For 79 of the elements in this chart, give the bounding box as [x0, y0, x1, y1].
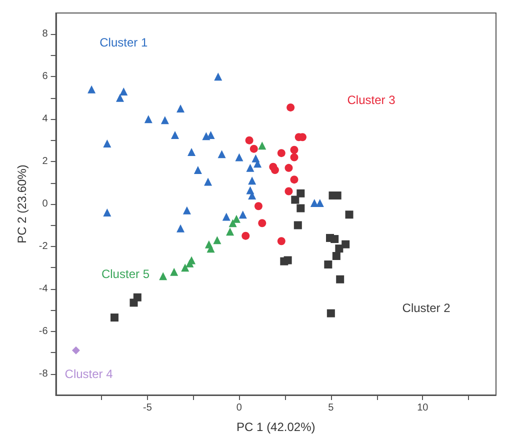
point	[290, 146, 298, 154]
point	[335, 244, 344, 253]
point	[170, 268, 178, 276]
y-tick-label: -2	[38, 240, 48, 252]
point	[246, 164, 254, 172]
point	[245, 136, 254, 144]
text: Cluster 2	[402, 300, 451, 315]
text: Cluster 3	[347, 93, 396, 108]
point	[330, 235, 339, 244]
x-axis-title: PC 1 (42.02%)	[236, 420, 316, 434]
point	[194, 166, 202, 174]
point	[286, 103, 295, 112]
y-tick-label: 2	[42, 156, 48, 168]
point	[284, 187, 293, 196]
point	[254, 202, 262, 210]
y-tick-label: -4	[38, 283, 48, 294]
point	[159, 272, 168, 280]
point	[277, 149, 286, 158]
series-label: Cluster 4	[64, 366, 114, 381]
point	[258, 142, 266, 150]
point	[332, 252, 340, 260]
point	[72, 346, 80, 354]
series-label: Cluster 5	[101, 267, 150, 282]
point	[294, 221, 302, 230]
point	[213, 236, 222, 244]
point	[204, 178, 212, 186]
point	[222, 212, 230, 221]
y-tick-label: 8	[42, 28, 48, 40]
point	[182, 206, 191, 214]
point	[144, 115, 152, 124]
x-tick-label: 0	[236, 402, 242, 414]
point	[226, 228, 234, 236]
x-tick-label: 10	[417, 402, 429, 414]
point	[250, 144, 258, 153]
point	[324, 260, 332, 268]
point	[186, 259, 194, 268]
point	[116, 94, 124, 102]
point	[258, 219, 266, 228]
point	[171, 131, 180, 140]
point	[176, 224, 185, 232]
point	[284, 164, 293, 172]
point	[291, 196, 300, 204]
y-tick-label: -6	[38, 326, 48, 337]
point	[160, 116, 169, 124]
y-tick-label: 6	[42, 71, 48, 82]
y-tick-label: -8	[38, 368, 48, 380]
x-tick-label: 5	[328, 402, 334, 414]
point	[110, 314, 118, 322]
point	[120, 88, 128, 96]
point	[342, 240, 350, 248]
point	[290, 176, 298, 184]
point	[296, 204, 305, 212]
point	[206, 244, 215, 253]
point	[345, 210, 354, 219]
point	[296, 189, 305, 198]
point	[103, 208, 112, 216]
point	[284, 256, 292, 264]
point	[235, 153, 244, 162]
point	[176, 104, 185, 112]
point	[103, 140, 112, 148]
point	[88, 85, 96, 94]
point	[242, 232, 250, 240]
text: Cluster 1	[100, 36, 148, 50]
point	[277, 237, 286, 246]
point	[238, 210, 247, 219]
point	[248, 176, 256, 185]
y-axis-title: PC 2 (23.60%)	[15, 164, 29, 244]
point	[290, 153, 298, 162]
point	[188, 148, 196, 156]
point	[214, 72, 222, 81]
x-tick-label: -5	[143, 402, 152, 414]
y-tick-label: 0	[42, 198, 48, 210]
point	[270, 166, 279, 174]
point	[326, 309, 335, 318]
y-tick-label: 4	[42, 114, 48, 125]
point	[130, 298, 138, 307]
point	[218, 150, 226, 158]
point	[336, 275, 344, 284]
point	[181, 264, 190, 272]
